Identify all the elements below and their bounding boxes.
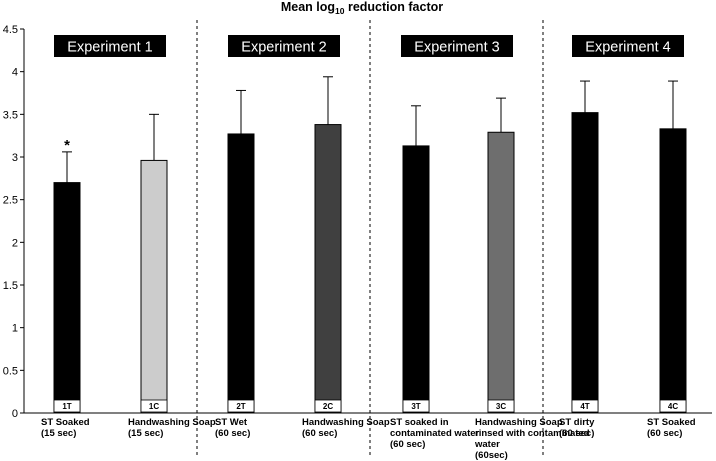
- experiment-header-box: [572, 35, 684, 57]
- category-label-line: rinsed with contaminated: [475, 428, 590, 439]
- bar-1T: [53, 182, 81, 414]
- code-box-3T: [402, 399, 430, 413]
- experiment-header-box: [228, 35, 340, 57]
- category-label-line: Handwashing Soap: [302, 417, 390, 428]
- category-label-4C: ST Soaked (60 sec): [647, 417, 696, 439]
- category-label-line: ST Soaked: [41, 417, 90, 428]
- code-label-4T: 4T: [580, 402, 589, 411]
- experiment-header-label: Experiment 3: [414, 40, 499, 56]
- category-label-line: (15 sec): [128, 428, 163, 439]
- y-tick-label: 3: [12, 152, 18, 164]
- category-label-line: ST Soaked: [647, 417, 696, 428]
- experiment-header-box: [401, 35, 513, 57]
- code-box-4T: [571, 399, 599, 413]
- code-label-2T: 2T: [236, 402, 245, 411]
- code-box-2C: [314, 399, 342, 413]
- y-tick-label: 0.5: [3, 365, 18, 377]
- category-label-1C: Handwashing Soap (15 sec): [128, 417, 216, 439]
- y-tick-label: 1: [12, 323, 18, 335]
- code-label-3C: 3C: [496, 402, 506, 411]
- category-label-1T: ST Soaked (15 sec): [41, 417, 90, 439]
- code-label-1C: 1C: [149, 402, 159, 411]
- experiment-header-box: [54, 35, 166, 57]
- significance-asterisk: *: [64, 137, 70, 154]
- category-label-2C: Handwashing Soap (60 sec): [302, 417, 390, 439]
- code-box-1T: [53, 399, 81, 413]
- category-label-line: (60 sec): [302, 428, 337, 439]
- code-box-4C: [659, 399, 687, 413]
- category-label-line: (60 sec): [390, 439, 425, 450]
- category-label-line: ST Wet: [215, 417, 248, 428]
- code-label-2C: 2C: [323, 402, 333, 411]
- bar-4T: [571, 112, 599, 414]
- category-label-line: water: [474, 439, 500, 450]
- code-label-4C: 4C: [668, 402, 678, 411]
- bar-3C: [487, 131, 515, 414]
- category-label-line: (60sec): [475, 450, 508, 461]
- code-box-2T: [227, 399, 255, 413]
- category-label-line: (60 sec): [559, 428, 594, 439]
- category-label-line: (60 sec): [647, 428, 682, 439]
- category-label-line: Handwashing Soap: [475, 417, 563, 428]
- y-tick-label: 2: [12, 237, 18, 249]
- code-box-3C: [487, 399, 515, 413]
- category-label-line: Handwashing Soap: [128, 417, 216, 428]
- category-label-line: contaminated water: [390, 428, 480, 439]
- bar-2C: [314, 124, 342, 414]
- y-tick-label: 4.5: [3, 24, 18, 36]
- chart-title: Mean log10 reduction factor: [281, 0, 443, 16]
- category-label-line: ST dirty: [559, 417, 595, 428]
- category-label-2T: ST Wet (60 sec): [215, 417, 250, 439]
- bar-4C: [659, 128, 687, 414]
- code-label-1T: 1T: [62, 402, 71, 411]
- y-tick-label: 4: [12, 67, 18, 79]
- category-label-line: (15 sec): [41, 428, 76, 439]
- category-label-line: (60 sec): [215, 428, 250, 439]
- category-label-4T: ST dirty (60 sec): [559, 417, 595, 439]
- bar-3T: [402, 145, 430, 414]
- experiment-header-label: Experiment 1: [67, 40, 152, 56]
- category-label-3C: Handwashing Soap rinsed with contaminated…: [474, 417, 590, 461]
- y-tick-label: 2.5: [3, 195, 18, 207]
- code-box-1C: [140, 399, 168, 413]
- experiment-header-label: Experiment 2: [241, 40, 326, 56]
- bar-2T: [227, 133, 255, 414]
- category-label-line: ST soaked in: [390, 417, 449, 428]
- code-label-3T: 3T: [411, 402, 420, 411]
- category-label-3T: ST soaked in contaminated water (60 sec): [390, 417, 480, 450]
- y-tick-label: 1.5: [3, 280, 18, 292]
- y-tick-label: 3.5: [3, 109, 18, 121]
- y-tick-label: 0: [12, 408, 18, 420]
- experiment-header-label: Experiment 4: [585, 40, 670, 56]
- bar-1C: [140, 159, 168, 414]
